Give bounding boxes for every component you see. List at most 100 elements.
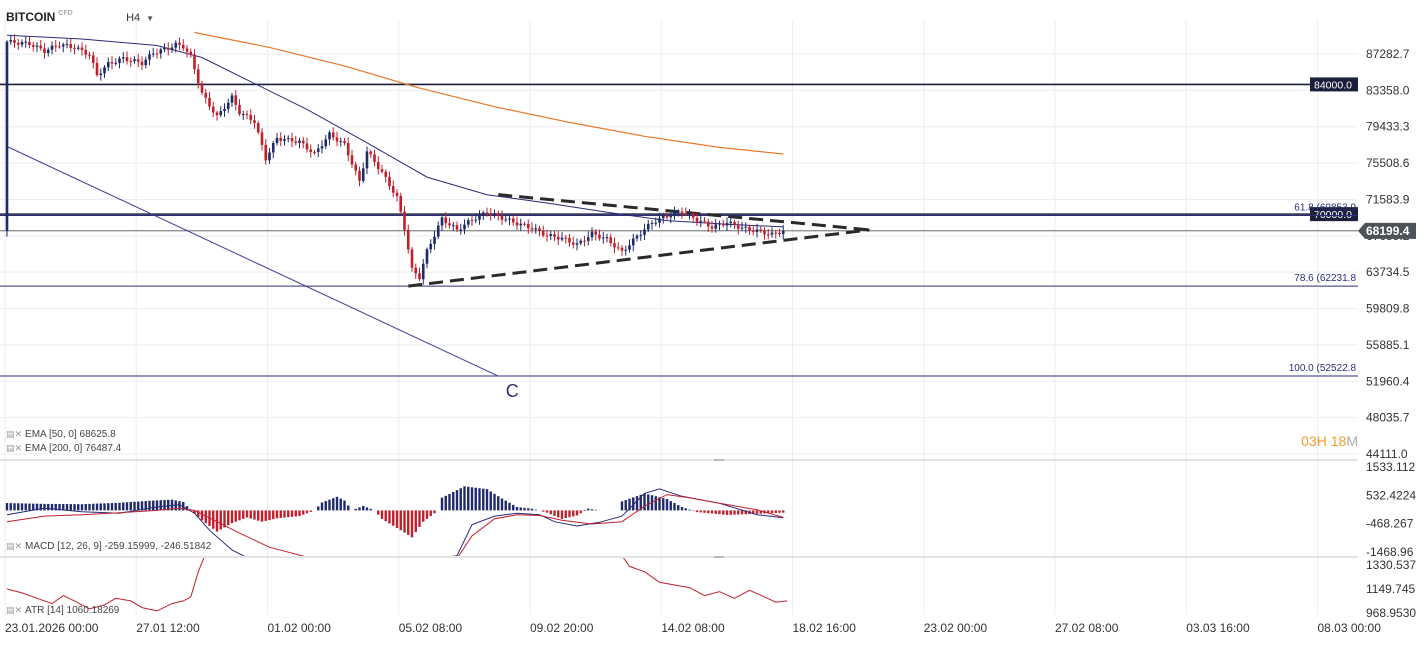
macd-histogram-bar (482, 488, 485, 511)
legend-ema50[interactable]: ▤✕ EMA [50, 0] 68625.8 (6, 429, 116, 440)
candle-body (778, 232, 781, 235)
macd-histogram-bar (245, 510, 249, 518)
candle-body (350, 155, 354, 165)
macd-histogram-bar (493, 493, 496, 511)
candle-body (523, 223, 526, 225)
macd-histogram-bar (155, 500, 159, 511)
legend-macd[interactable]: ▤✕ MACD [12, 26, 9] -259.15999, -246.5184… (6, 541, 211, 552)
candle-body (549, 234, 553, 236)
candle-body (496, 213, 500, 216)
legend-ema200[interactable]: ▤✕ EMA [200, 0] 76487.4 (6, 443, 121, 454)
timeframe-selector[interactable]: H4 (126, 12, 141, 24)
chevron-down-icon[interactable]: ▼ (146, 14, 155, 23)
candle-body (133, 59, 136, 62)
settings-remove-icon[interactable]: ▤✕ (6, 541, 23, 551)
macd-histogram-bar (35, 503, 39, 511)
macd-histogram-bar (579, 510, 582, 514)
candle-body (159, 49, 163, 54)
macd-histogram-bar (752, 510, 755, 514)
ema200-line (194, 31, 784, 155)
macd-histogram-bar (429, 510, 432, 517)
candle-body (28, 41, 31, 46)
macd-histogram-bar (755, 510, 759, 514)
candle-body (613, 243, 616, 248)
macd-histogram-bar (665, 499, 669, 511)
candle-body (714, 224, 718, 229)
macd-histogram-bar (324, 501, 327, 511)
macd-histogram-bar (193, 510, 196, 514)
candle-body (268, 152, 271, 161)
macd-histogram-bar (137, 501, 140, 511)
legend-atr[interactable]: ▤✕ ATR [14] 1060.18269 (6, 605, 119, 616)
candle-body (339, 141, 343, 143)
macd-tick-label: -1468.96 (1366, 545, 1414, 559)
macd-histogram-bar (167, 499, 170, 511)
instrument-badge: CFD (58, 10, 73, 17)
candle-body (710, 226, 714, 229)
macd-histogram-bar (28, 503, 31, 511)
macd-histogram-bar (298, 510, 301, 517)
candle-body (534, 228, 538, 230)
macd-histogram-bar (594, 509, 597, 511)
candle-body (264, 144, 268, 161)
candle-body (474, 219, 478, 221)
candle-body (155, 53, 159, 55)
macd-histogram-bar (684, 508, 687, 511)
macd-histogram-bar (148, 500, 151, 511)
candle-body (136, 59, 140, 62)
macd-histogram-bar (478, 488, 481, 511)
candle-body (466, 220, 470, 225)
candle-body (511, 218, 515, 223)
macd-histogram-bar (24, 503, 27, 511)
macd-histogram-bar (782, 510, 785, 513)
symbol-name[interactable]: BITCOIN (6, 10, 56, 24)
settings-remove-icon[interactable]: ▤✕ (6, 605, 23, 615)
macd-histogram-bar (624, 500, 627, 511)
macd-histogram-bar (677, 505, 680, 511)
macd-panel[interactable] (5, 486, 785, 572)
macd-histogram-bar (474, 487, 477, 511)
macd-histogram-bar (407, 510, 410, 535)
candle-body (256, 123, 260, 133)
candle-body (219, 111, 223, 116)
settings-remove-icon[interactable]: ▤✕ (6, 429, 23, 439)
macd-histogram-bar (50, 503, 54, 511)
macd-histogram-bar (545, 510, 549, 513)
candle-body (744, 226, 748, 228)
chart-header[interactable]: BITCOIN CFD H4 ▼ (6, 10, 154, 24)
candle-body (425, 249, 429, 264)
candle-body (631, 238, 635, 246)
settings-remove-icon[interactable]: ▤✕ (6, 443, 23, 453)
candle-body (530, 228, 534, 230)
macd-histogram-bar (178, 501, 181, 511)
candle-body (620, 247, 624, 251)
atr-tick-label: 1149.745 (1366, 582, 1415, 596)
candle-countdown: 03H 18M (1301, 433, 1358, 449)
candle-body (639, 234, 643, 236)
macd-histogram-bar (620, 501, 624, 511)
macd-histogram-bar (658, 497, 661, 511)
macd-histogram-bar (455, 490, 459, 511)
candle-body (403, 211, 406, 230)
macd-histogram-bar (384, 510, 387, 522)
candle-body (706, 221, 710, 227)
candle-body (241, 113, 245, 115)
atr-panel[interactable] (6, 553, 788, 612)
candle-body (504, 219, 508, 221)
candle-body (440, 217, 444, 226)
candle-body (774, 232, 778, 234)
macd-histogram-bar (688, 509, 691, 511)
price-tick-label: 75508.6 (1366, 156, 1410, 170)
macd-histogram-bar (729, 510, 732, 515)
candle-body (196, 69, 200, 84)
candle-body (174, 42, 178, 48)
candle-body (759, 229, 763, 231)
macd-histogram-bar (185, 506, 189, 511)
candle-body (781, 230, 785, 235)
countdown-hours: 03 (1301, 433, 1317, 449)
candle-body (688, 213, 691, 215)
macd-histogram-bar (279, 510, 282, 518)
macd-histogram-bar (200, 510, 204, 521)
